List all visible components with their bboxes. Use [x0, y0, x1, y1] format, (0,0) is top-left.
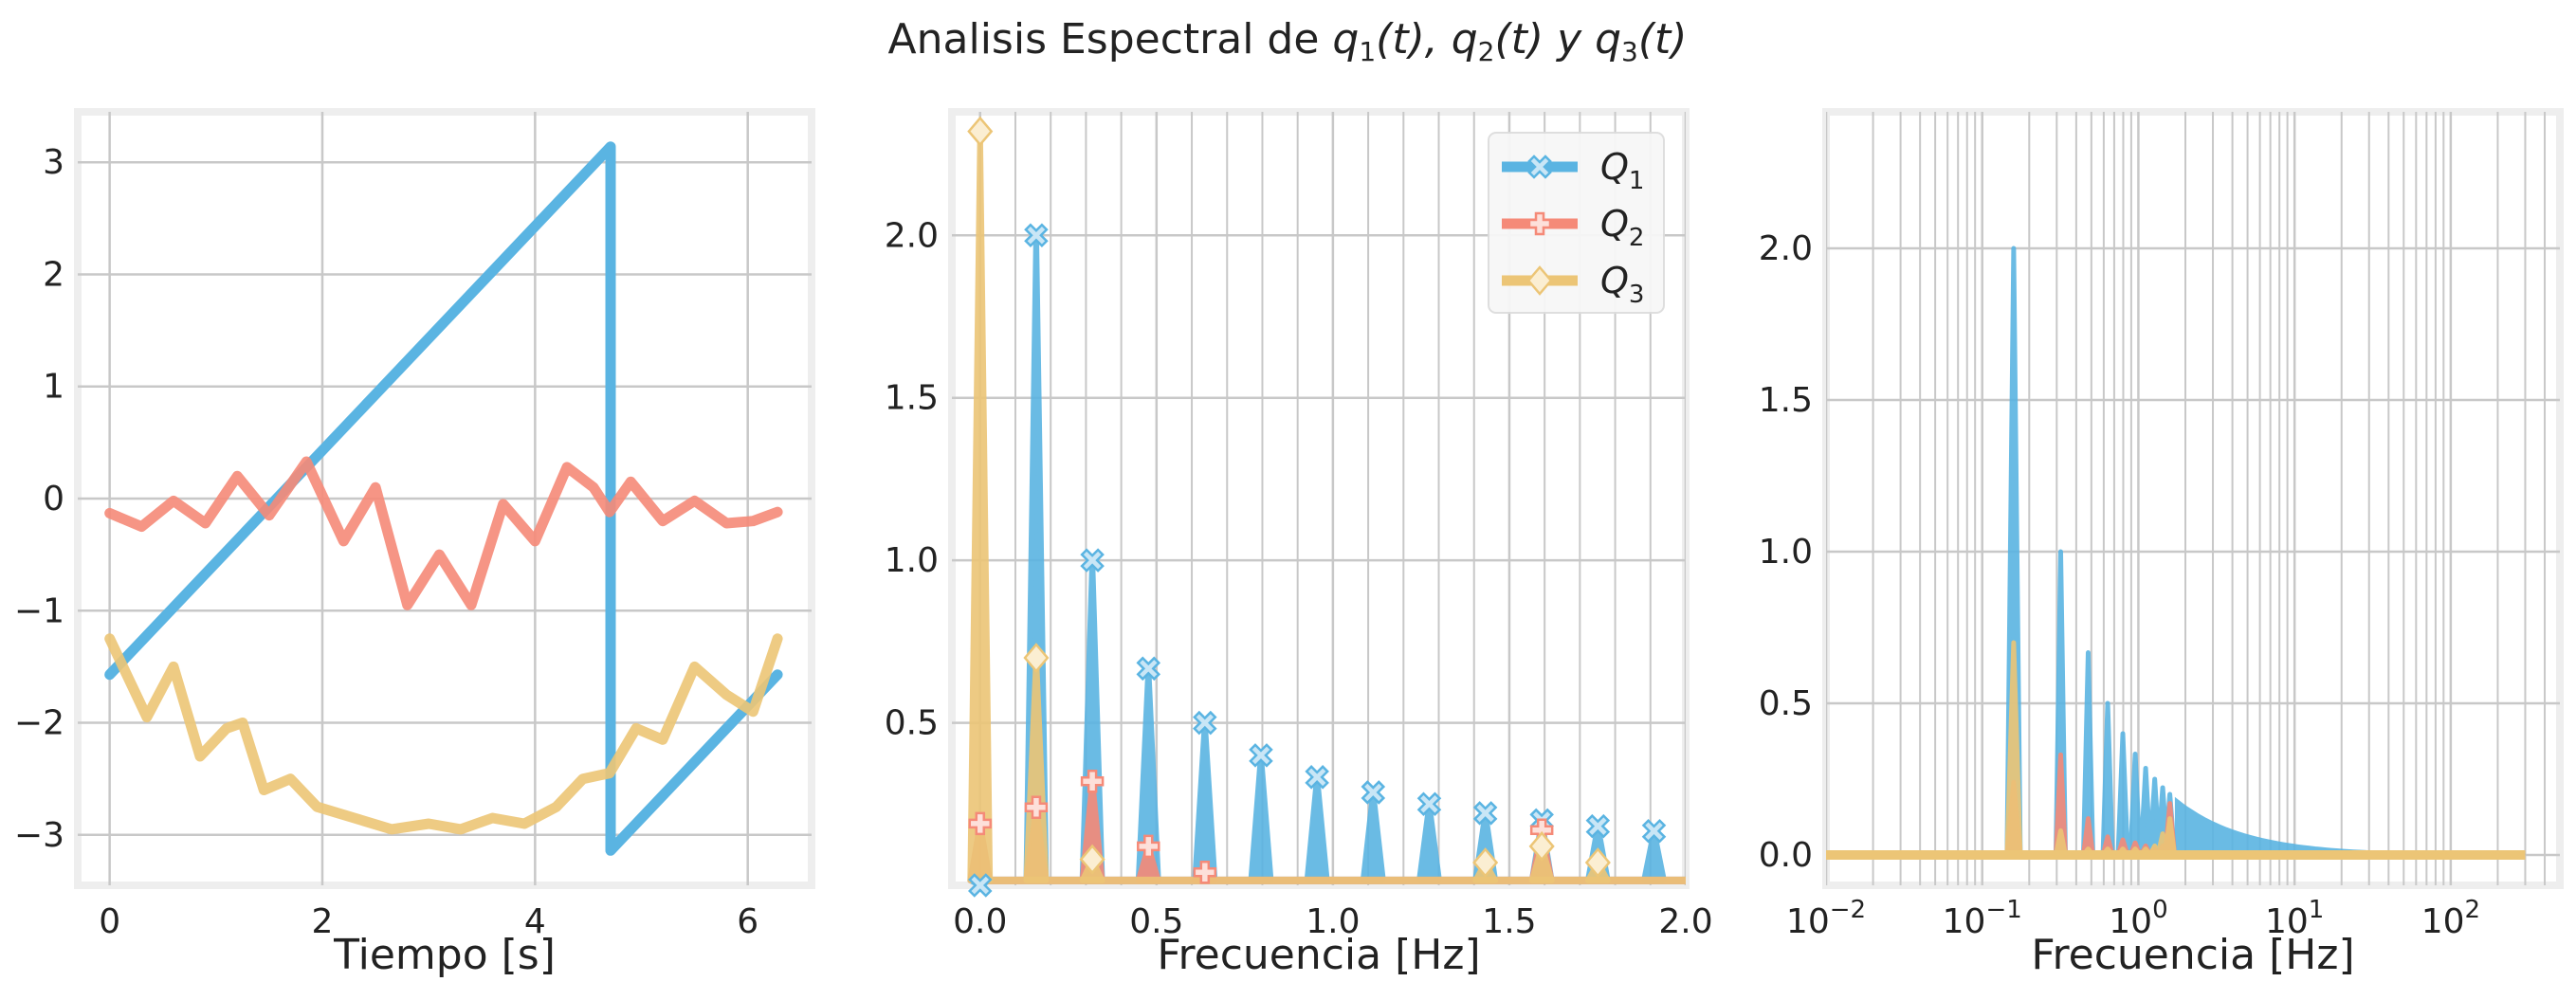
x-marker	[1527, 155, 1552, 179]
y-tick-label: −2	[14, 704, 64, 743]
spikes-q1	[2004, 245, 2178, 858]
markers-q3	[967, 116, 1611, 878]
linear-spectrum-panel: 0.0 0.5 1.0 1.5 2.0 0.5 1.0 1.5 2.0 Frecuencia [H…	[885, 108, 1713, 979]
plus-marker	[1527, 211, 1552, 236]
x-tick-label: 0	[99, 902, 120, 941]
y-tick-label: 1.0	[1759, 533, 1813, 572]
y-tick-label: 1.5	[1759, 381, 1813, 420]
y-tick-label: −1	[14, 591, 64, 630]
plus-marker	[1193, 861, 1217, 884]
x-marker	[968, 873, 993, 898]
tick-base: 10	[1943, 902, 1986, 941]
plus-marker	[1024, 795, 1049, 819]
y-tick-label: 0	[43, 480, 64, 518]
legend-subscript: 2	[1629, 224, 1645, 252]
x-marker	[1472, 801, 1498, 826]
x-tick-label: 0.0	[953, 902, 1007, 941]
log-spectrum-panel: 10−2 10−1 100 101 1020.00.51.01.52.0Frecuenc…	[1759, 108, 2564, 979]
x-marker	[1305, 765, 1329, 790]
diamond-marker	[1472, 847, 1499, 878]
y-tick-label: 1	[43, 368, 64, 407]
x-axis-label: Tiempo [s]	[333, 931, 556, 979]
diamond-marker	[1528, 830, 1555, 862]
diamond-marker	[1584, 847, 1611, 878]
x-marker	[1136, 656, 1161, 682]
diamond-marker	[1079, 844, 1105, 875]
diamond-marker	[1526, 265, 1553, 296]
x-tick-label: 101	[2265, 896, 2324, 941]
x-tick-label: 2.0	[1658, 902, 1712, 941]
y-tick-label: 2	[43, 255, 64, 294]
x-marker	[1024, 223, 1049, 248]
tick-exponent: −2	[1830, 896, 1866, 924]
x-marker	[1361, 780, 1386, 805]
x-marker	[1080, 548, 1105, 573]
x-tick-label: 1.0	[1306, 902, 1360, 941]
plot-area	[104, 141, 783, 856]
series-q3	[1826, 640, 2526, 860]
y-tick-label: 2.0	[885, 216, 939, 255]
figure-title: Analisis Espectral de q1(t), q2(t) y q3(…	[888, 15, 1688, 67]
legend-subscript: 3	[1629, 281, 1645, 309]
diamond-marker	[1023, 643, 1050, 673]
legend-symbol: Q	[1600, 260, 1629, 301]
tick-exponent: 0	[2152, 896, 2168, 924]
y-tick-label: 3	[43, 143, 64, 182]
x-marker	[1585, 813, 1611, 839]
plus-marker	[968, 811, 993, 836]
y-tick-label: −3	[14, 816, 64, 855]
x-axis-label: Frecuencia [Hz]	[1157, 931, 1480, 979]
x-axis-label: Frecuencia [Hz]	[2031, 931, 2354, 979]
x-tick-label: 10−2	[1786, 896, 1866, 941]
grid-lines	[78, 112, 812, 885]
series-line-q3	[104, 633, 783, 835]
x-tick-label: 1.5	[1482, 902, 1536, 941]
x-tick-label: 2	[312, 902, 334, 941]
x-tick-label: 6	[737, 902, 758, 941]
x-tick-label: 100	[2109, 896, 2167, 941]
x-marker	[1249, 743, 1273, 768]
plus-marker	[1080, 770, 1105, 793]
tick-base: 10	[2421, 902, 2465, 941]
x-tick-label: 102	[2421, 896, 2480, 941]
y-tick-label: 2.0	[1759, 229, 1813, 268]
markers-q1	[968, 223, 1667, 898]
tick-exponent: 2	[2465, 896, 2481, 924]
legend-symbol: Q	[1600, 146, 1629, 188]
tick-base: 10	[2265, 902, 2309, 941]
x-marker	[1416, 791, 1442, 817]
y-tick-label: 1.0	[885, 541, 939, 580]
x-tick-label: 0.5	[1129, 902, 1183, 941]
x-tick-label: 10−1	[1943, 896, 2022, 941]
time-domain-panel: 0 2 4 6 −3 −2 −1 0 1 2 3 Tiempo [s]	[14, 108, 815, 979]
plus-marker	[1137, 834, 1160, 859]
x-marker	[1641, 818, 1667, 844]
spikes-q3	[2004, 640, 2178, 858]
y-tick-label: 0.0	[1759, 836, 1813, 875]
diamond-marker	[967, 116, 994, 147]
series-line-q1	[104, 141, 783, 856]
legend-label-q2: Q2	[1600, 203, 1644, 252]
y-tick-label: 0.5	[885, 704, 939, 743]
tick-base: 10	[1786, 902, 1830, 941]
tick-base: 10	[2109, 902, 2152, 941]
markers-q2	[968, 770, 1554, 884]
tick-exponent: 1	[2309, 896, 2325, 924]
legend-label-q1: Q1	[1600, 146, 1644, 195]
legend-symbol: Q	[1600, 203, 1629, 245]
x-tick-label: 4	[524, 902, 546, 941]
tick-exponent: −1	[1985, 896, 2021, 924]
plot-area	[1826, 245, 2526, 860]
y-tick-label: 0.5	[1759, 684, 1813, 723]
x-marker	[1193, 710, 1217, 736]
series-line-q2	[104, 456, 783, 610]
legend-label-q3: Q3	[1600, 260, 1644, 309]
y-tick-label: 1.5	[885, 379, 939, 418]
legend-subscript: 1	[1629, 167, 1645, 195]
